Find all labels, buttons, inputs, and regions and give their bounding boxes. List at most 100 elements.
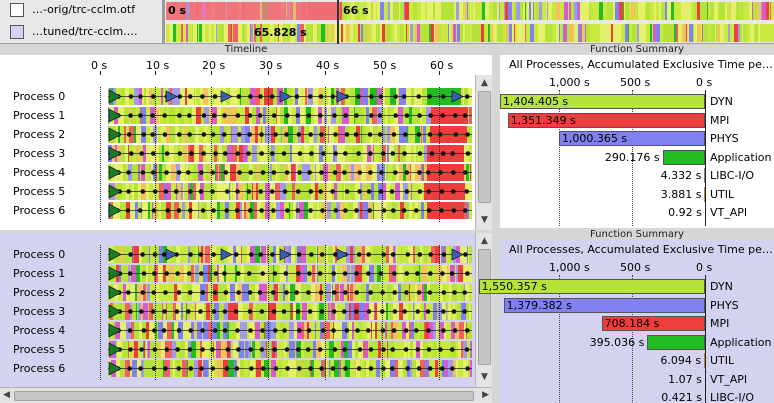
time-marker[interactable] [337, 0, 339, 44]
summary-bar-application[interactable] [647, 334, 705, 350]
collective-marker-icon [108, 165, 122, 180]
process-lane[interactable] [108, 303, 472, 320]
timeline-hscroll[interactable]: ◀ ▶ [0, 387, 492, 403]
message-dot [465, 151, 471, 156]
scroll-up-icon[interactable]: ▲ [481, 78, 488, 88]
summary-bar-phys[interactable] [558, 131, 705, 146]
message-dot [259, 151, 264, 156]
trace-checkbox-tuned[interactable] [10, 25, 24, 39]
process-lane[interactable] [108, 341, 472, 358]
timeline-vscroll-orig[interactable]: ▲ ▼ [475, 75, 492, 230]
message-dot [368, 290, 373, 295]
trace-overview-strip-orig[interactable] [166, 2, 774, 20]
timeline-panel-tuned[interactable]: Process 0 Process 1 Process 2 Process 3 Proc… [0, 233, 492, 387]
summary-bar-util[interactable] [704, 186, 705, 202]
message-dot [451, 208, 457, 213]
message-dot [177, 113, 182, 118]
message-dot [235, 328, 240, 333]
ruler-tick-mark [268, 71, 269, 75]
scroll-right-icon[interactable]: ▶ [482, 390, 489, 400]
message-dot [330, 189, 335, 194]
ruler-tick-label: 20 s [202, 59, 226, 72]
trace-overview-strip-tuned[interactable] [166, 24, 774, 42]
function-summary-panel-tuned[interactable]: All Processes, Accumulated Exclusive Tim… [478, 240, 774, 403]
summary-function-name: PHYS [710, 132, 739, 145]
message-dot [127, 366, 132, 371]
process-lane[interactable] [108, 164, 472, 181]
message-dot [440, 113, 446, 118]
message-dot [403, 132, 408, 137]
summary-bar-mpi[interactable] [507, 112, 705, 128]
process-lane[interactable] [108, 246, 472, 263]
scroll-down-icon[interactable]: ▼ [481, 372, 488, 382]
message-dot [248, 328, 253, 333]
summary-function-name: VT_API [710, 372, 748, 386]
message-dot [200, 347, 205, 352]
summary-bar-util[interactable] [704, 353, 705, 368]
summary-bar-dyn[interactable] [499, 94, 705, 109]
message-dot [380, 328, 386, 333]
message-dot [405, 252, 411, 257]
scroll-thumb[interactable] [478, 91, 491, 203]
summary-bar-libc-i-o[interactable] [704, 168, 705, 183]
message-dot [259, 347, 265, 352]
timeline-ruler[interactable]: 0 s 10 s 20 s 30 s 40 s 50 s 60 s [0, 55, 492, 75]
panel-splitter[interactable] [492, 44, 500, 403]
process-lane[interactable] [108, 284, 472, 301]
message-dot [402, 151, 407, 156]
message-dot [248, 170, 253, 175]
summary-bar-phys[interactable] [503, 297, 705, 313]
message-dot [417, 189, 423, 194]
message-dot [273, 366, 279, 371]
scroll-left-icon[interactable]: ◀ [3, 390, 10, 400]
message-dot [389, 189, 395, 194]
scroll-up-icon[interactable]: ▲ [481, 236, 488, 246]
message-dot [465, 328, 470, 333]
message-dot [390, 252, 396, 257]
message-dot [332, 113, 337, 118]
timeline-panel-orig[interactable]: Process 0 Process 1 Process 2 Process 3 Proc… [0, 75, 492, 230]
process-lane[interactable] [108, 107, 472, 124]
process-lane[interactable] [108, 183, 472, 200]
collective-marker-icon [108, 323, 122, 338]
message-dot [246, 189, 252, 194]
message-dot [248, 208, 253, 213]
message-dot [187, 113, 192, 118]
summary-bar-dyn[interactable] [478, 279, 705, 294]
function-summary-panel-orig[interactable]: All Processes, Accumulated Exclusive Tim… [499, 55, 774, 228]
message-dot [377, 132, 383, 137]
summary-bar-mpi[interactable] [601, 316, 705, 331]
scroll-thumb[interactable] [478, 249, 491, 365]
message-dot [465, 366, 471, 371]
process-lane[interactable] [108, 322, 472, 339]
process-lane[interactable] [108, 126, 472, 143]
message-dot [246, 271, 252, 276]
message-dot [284, 347, 290, 352]
message-dot [235, 189, 240, 194]
message-dot [330, 366, 336, 371]
message-dot [200, 94, 205, 99]
process-lane[interactable] [108, 202, 472, 219]
message-dot [246, 151, 251, 156]
message-dot [127, 328, 133, 333]
summary-gridline [559, 275, 560, 403]
message-dot [284, 170, 290, 175]
hscroll-thumb[interactable] [14, 391, 474, 401]
process-label: Process 5 [13, 185, 66, 198]
process-lane[interactable] [108, 88, 472, 105]
process-lane[interactable] [108, 145, 472, 162]
trace-checkbox-orig[interactable] [10, 3, 24, 17]
process-lane[interactable] [108, 360, 472, 377]
message-dot [333, 151, 338, 156]
message-dot [320, 328, 326, 333]
timeline-vscroll-tuned[interactable]: ▲ ▼ [475, 233, 492, 387]
message-dot [151, 170, 156, 175]
message-dot [127, 271, 133, 276]
summary-bar-application[interactable] [662, 149, 705, 165]
trace-separator [162, 0, 165, 22]
message-dot [391, 208, 396, 213]
message-dot [164, 347, 170, 352]
collective-marker-icon [279, 248, 292, 261]
scroll-down-icon[interactable]: ▼ [481, 215, 488, 225]
process-lane[interactable] [108, 265, 472, 282]
